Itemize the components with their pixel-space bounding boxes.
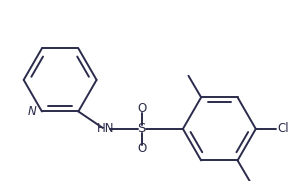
Text: O: O [137,142,146,155]
Text: S: S [138,122,146,135]
Text: N: N [27,105,36,118]
Text: Cl: Cl [277,122,289,135]
Text: O: O [137,102,146,115]
Text: HN: HN [97,122,114,135]
